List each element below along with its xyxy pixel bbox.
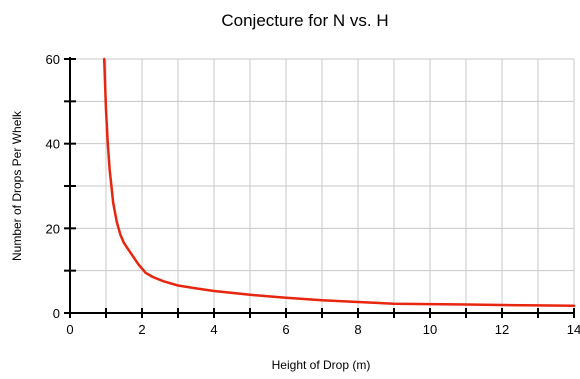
x-axis-label: Height of Drop (m) — [272, 358, 371, 372]
x-tick-label: 14 — [567, 322, 580, 337]
chart-title: Conjecture for N vs. H — [221, 11, 388, 30]
y-axis-label: Number of Drops Per Whelk — [10, 110, 24, 261]
ticks — [64, 58, 575, 318]
y-tick-label: 40 — [46, 137, 60, 152]
grid — [70, 58, 575, 313]
tick-labels: 0 2 4 6 8 10 12 14 0 20 40 60 — [46, 52, 580, 337]
x-tick-label: 8 — [354, 322, 361, 337]
series — [102, 57, 576, 308]
x-tick-label: 0 — [66, 322, 73, 337]
y-tick-label: 0 — [53, 306, 60, 321]
x-tick-label: 6 — [282, 322, 289, 337]
x-tick-label: 4 — [210, 322, 217, 337]
x-tick-label: 12 — [495, 322, 509, 337]
series-line — [102, 57, 576, 308]
x-tick-label: 10 — [423, 322, 437, 337]
y-tick-label: 60 — [46, 52, 60, 67]
y-tick-label: 20 — [46, 221, 60, 236]
x-tick-label: 2 — [138, 322, 145, 337]
